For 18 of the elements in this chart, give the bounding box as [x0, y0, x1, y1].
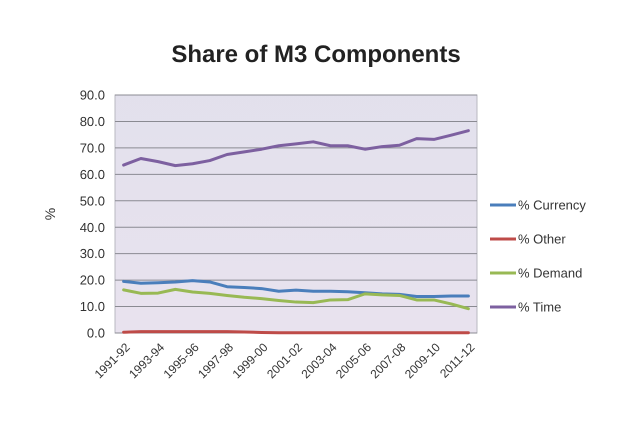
- y-tick-label: 50.0: [80, 193, 105, 208]
- legend-label: % Currency: [518, 198, 586, 213]
- line-series: [122, 288, 470, 310]
- y-axis-title: %: [42, 208, 58, 220]
- y-tick-label: 90.0: [80, 88, 105, 103]
- y-tick-label: 60.0: [80, 166, 105, 182]
- y-tick-label: 40.0: [80, 220, 105, 235]
- y-tick-label: 10.0: [80, 299, 105, 314]
- legend-label: % Time: [518, 300, 562, 315]
- y-tick-label: 0.0: [86, 326, 105, 341]
- y-tick-label: 80.0: [80, 114, 105, 129]
- legend-label: % Demand: [518, 266, 582, 281]
- chart-title: Share of M3 Components: [171, 41, 461, 68]
- y-tick-label: 70.0: [80, 140, 105, 156]
- line-series: [122, 129, 470, 168]
- y-tick-label: 20.0: [80, 272, 105, 288]
- legend-label: % Other: [518, 232, 566, 247]
- y-tick-label: 30.0: [80, 246, 105, 262]
